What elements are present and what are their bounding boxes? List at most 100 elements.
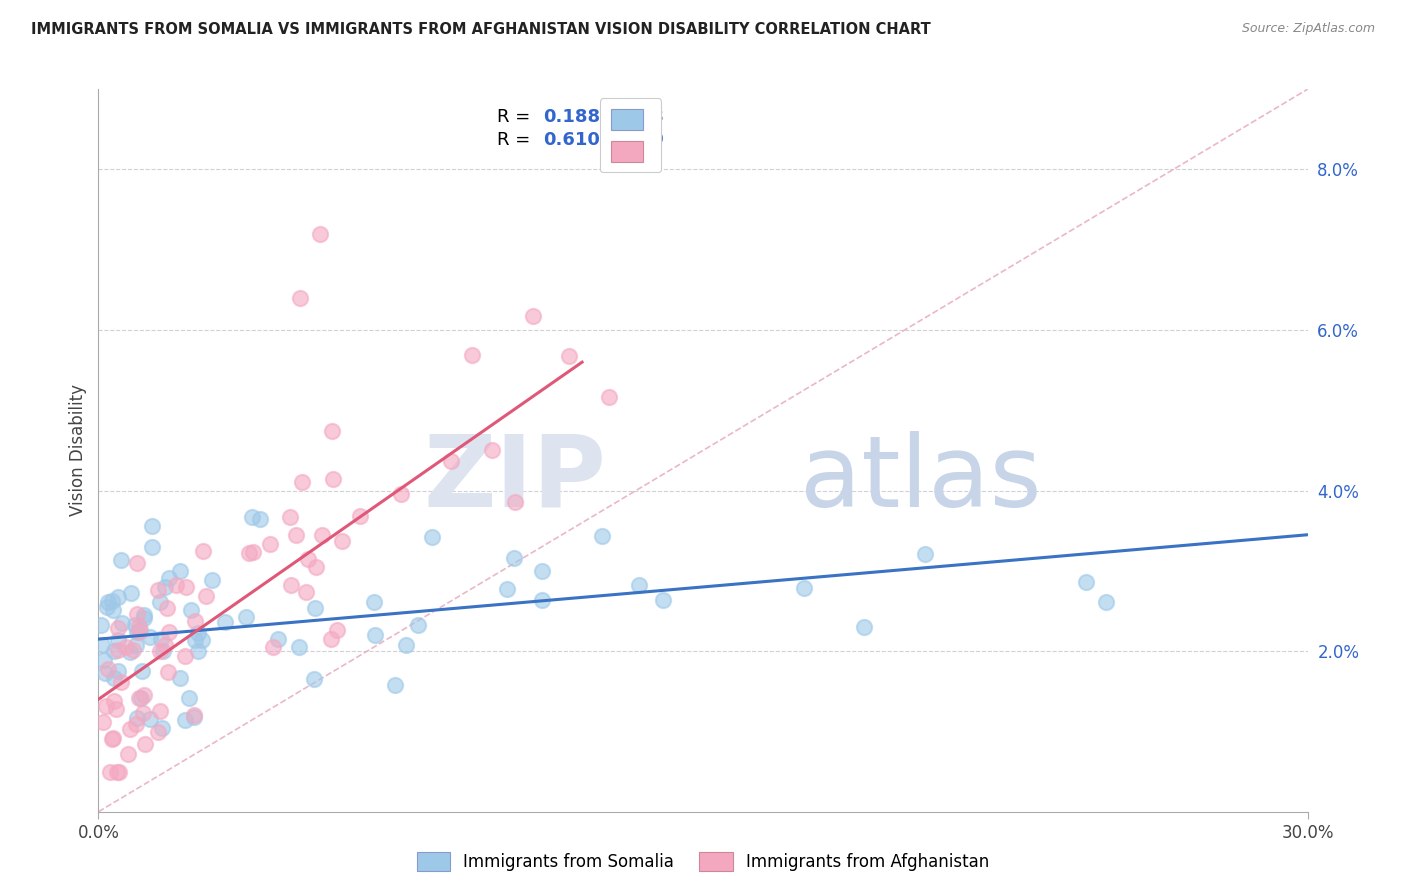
Point	[406, 618, 429, 632]
Point	[262, 640, 284, 655]
Point	[120, 722, 142, 736]
Point	[184, 633, 207, 648]
Point	[235, 609, 257, 624]
Point	[214, 615, 236, 629]
Point	[107, 633, 129, 648]
Point	[200, 574, 222, 588]
Point	[288, 640, 311, 654]
Point	[295, 584, 318, 599]
Point	[131, 664, 153, 678]
Point	[238, 546, 260, 560]
Point	[174, 580, 197, 594]
Point	[349, 509, 371, 524]
Text: 0.188: 0.188	[543, 108, 600, 126]
Point	[156, 665, 179, 679]
Point	[110, 674, 132, 689]
Text: atlas: atlas	[800, 431, 1042, 528]
Text: R =: R =	[498, 108, 537, 126]
Point	[110, 553, 132, 567]
Point	[267, 632, 290, 646]
Point	[129, 624, 152, 638]
Y-axis label: Vision Disability: Vision Disability	[69, 384, 87, 516]
Point	[242, 545, 264, 559]
Point	[180, 603, 202, 617]
Point	[132, 689, 155, 703]
Point	[311, 528, 333, 542]
Point	[153, 639, 176, 653]
Point	[522, 309, 544, 323]
Point	[157, 571, 180, 585]
Point	[1095, 595, 1118, 609]
Text: N =: N =	[602, 131, 652, 149]
Point	[280, 578, 302, 592]
Point	[321, 632, 343, 647]
Point	[191, 544, 214, 558]
Point	[309, 227, 332, 241]
Point	[103, 644, 125, 658]
Point	[304, 601, 326, 615]
Point	[149, 705, 172, 719]
Point	[384, 678, 406, 692]
Point	[651, 593, 673, 607]
Text: N =: N =	[602, 108, 652, 126]
Point	[101, 603, 124, 617]
Point	[326, 623, 349, 637]
Point	[440, 454, 463, 468]
Point	[124, 716, 146, 731]
Legend: Immigrants from Somalia, Immigrants from Afghanistan: Immigrants from Somalia, Immigrants from…	[408, 843, 998, 880]
Text: IMMIGRANTS FROM SOMALIA VS IMMIGRANTS FROM AFGHANISTAN VISION DISABILITY CORRELA: IMMIGRANTS FROM SOMALIA VS IMMIGRANTS FR…	[31, 22, 931, 37]
Point	[107, 664, 129, 678]
Point	[107, 621, 129, 635]
Point	[96, 699, 118, 714]
Point	[169, 671, 191, 685]
Point	[101, 731, 124, 746]
Point	[420, 530, 443, 544]
Text: Source: ZipAtlas.com: Source: ZipAtlas.com	[1241, 22, 1375, 36]
Point	[148, 582, 170, 597]
Point	[461, 348, 484, 362]
Point	[305, 559, 328, 574]
Point	[157, 624, 180, 639]
Point	[174, 649, 197, 664]
Point	[103, 693, 125, 707]
Text: 73: 73	[640, 108, 665, 126]
Point	[141, 540, 163, 554]
Point	[249, 512, 271, 526]
Point	[125, 639, 148, 653]
Point	[285, 528, 308, 542]
Point	[125, 624, 148, 639]
Point	[139, 712, 162, 726]
Point	[100, 593, 122, 607]
Point	[139, 630, 162, 644]
Point	[598, 390, 620, 404]
Point	[105, 764, 128, 779]
Point	[132, 607, 155, 622]
Point	[291, 475, 314, 489]
Point	[187, 626, 209, 640]
Point	[481, 442, 503, 457]
Point	[288, 291, 311, 305]
Point	[187, 644, 209, 658]
Point	[364, 627, 387, 641]
Point	[183, 708, 205, 723]
Point	[302, 672, 325, 686]
Point	[530, 592, 553, 607]
Point	[793, 582, 815, 596]
Point	[111, 616, 134, 631]
Point	[503, 551, 526, 566]
Point	[149, 632, 172, 647]
Point	[94, 666, 117, 681]
Point	[628, 578, 651, 592]
Text: ZIP: ZIP	[423, 431, 606, 528]
Point	[107, 590, 129, 604]
Point	[150, 721, 173, 735]
Text: 0.610: 0.610	[543, 131, 600, 149]
Point	[121, 643, 143, 657]
Point	[128, 624, 150, 639]
Point	[93, 653, 115, 667]
Point	[132, 611, 155, 625]
Point	[146, 725, 169, 739]
Point	[505, 495, 527, 509]
Point	[363, 595, 385, 609]
Point	[91, 714, 114, 729]
